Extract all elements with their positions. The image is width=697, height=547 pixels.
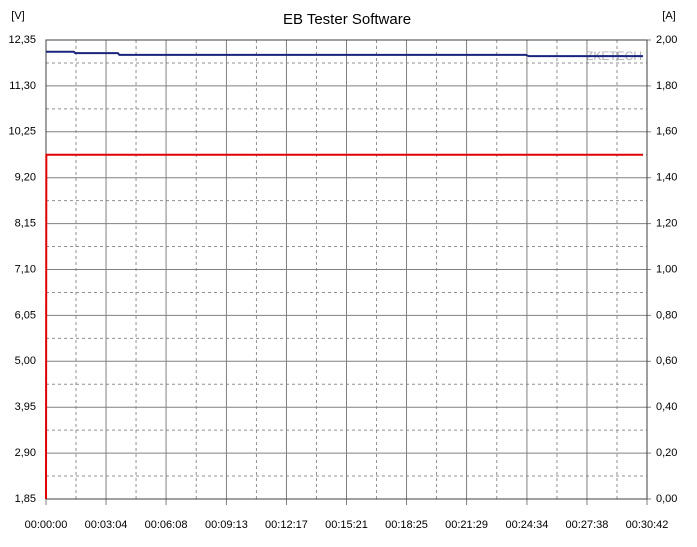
y2-tick-label: 1,80 bbox=[656, 80, 677, 92]
x-tick-label: 00:30:42 bbox=[626, 519, 669, 531]
x-tick-label: 00:18:25 bbox=[385, 519, 428, 531]
y2-tick-label: 0,00 bbox=[656, 493, 677, 505]
y2-tick-label: 0,80 bbox=[656, 309, 677, 321]
x-tick-label: 00:12:17 bbox=[265, 519, 308, 531]
x-tick-label: 00:21:29 bbox=[445, 519, 488, 531]
y-tick-label: 3,95 bbox=[15, 401, 36, 413]
x-tick-label: 00:27:38 bbox=[566, 519, 609, 531]
x-tick-label: 00:03:04 bbox=[85, 519, 128, 531]
series-line bbox=[46, 50, 644, 58]
y-tick-label: 12,35 bbox=[8, 34, 36, 46]
y2-tick-label: 0,60 bbox=[656, 355, 677, 367]
y-tick-label: 1,85 bbox=[15, 493, 36, 505]
y-tick-label: 9,20 bbox=[15, 172, 36, 184]
y-tick-label: 5,00 bbox=[15, 355, 36, 367]
x-tick-label: 00:24:34 bbox=[506, 519, 549, 531]
y2-tick-label: 0,20 bbox=[656, 447, 677, 459]
x-tick-label: 00:06:08 bbox=[145, 519, 188, 531]
y-tick-label: 7,10 bbox=[15, 263, 36, 275]
y2-tick-label: 2,00 bbox=[656, 34, 677, 46]
y-tick-label: 8,15 bbox=[15, 218, 36, 230]
y-tick-label: 10,25 bbox=[8, 126, 36, 138]
series-line bbox=[45, 153, 644, 500]
x-tick-label: 00:09:13 bbox=[205, 519, 248, 531]
y2-tick-label: 0,40 bbox=[656, 401, 677, 413]
chart-title: EB Tester Software bbox=[283, 11, 411, 28]
y2-tick-label: 1,60 bbox=[656, 126, 677, 138]
y-tick-label: 2,90 bbox=[15, 447, 36, 459]
y2-tick-label: 1,40 bbox=[656, 172, 677, 184]
y2-tick-label: 1,00 bbox=[656, 263, 677, 275]
y-unit: [V] bbox=[11, 10, 24, 22]
y-tick-label: 6,05 bbox=[15, 309, 36, 321]
y-tick-label: 11,30 bbox=[9, 80, 36, 92]
y2-tick-label: 1,20 bbox=[656, 218, 677, 230]
y2-unit: [A] bbox=[662, 10, 675, 22]
x-tick-label: 00:00:00 bbox=[25, 519, 68, 531]
x-tick-label: 00:15:21 bbox=[325, 519, 368, 531]
